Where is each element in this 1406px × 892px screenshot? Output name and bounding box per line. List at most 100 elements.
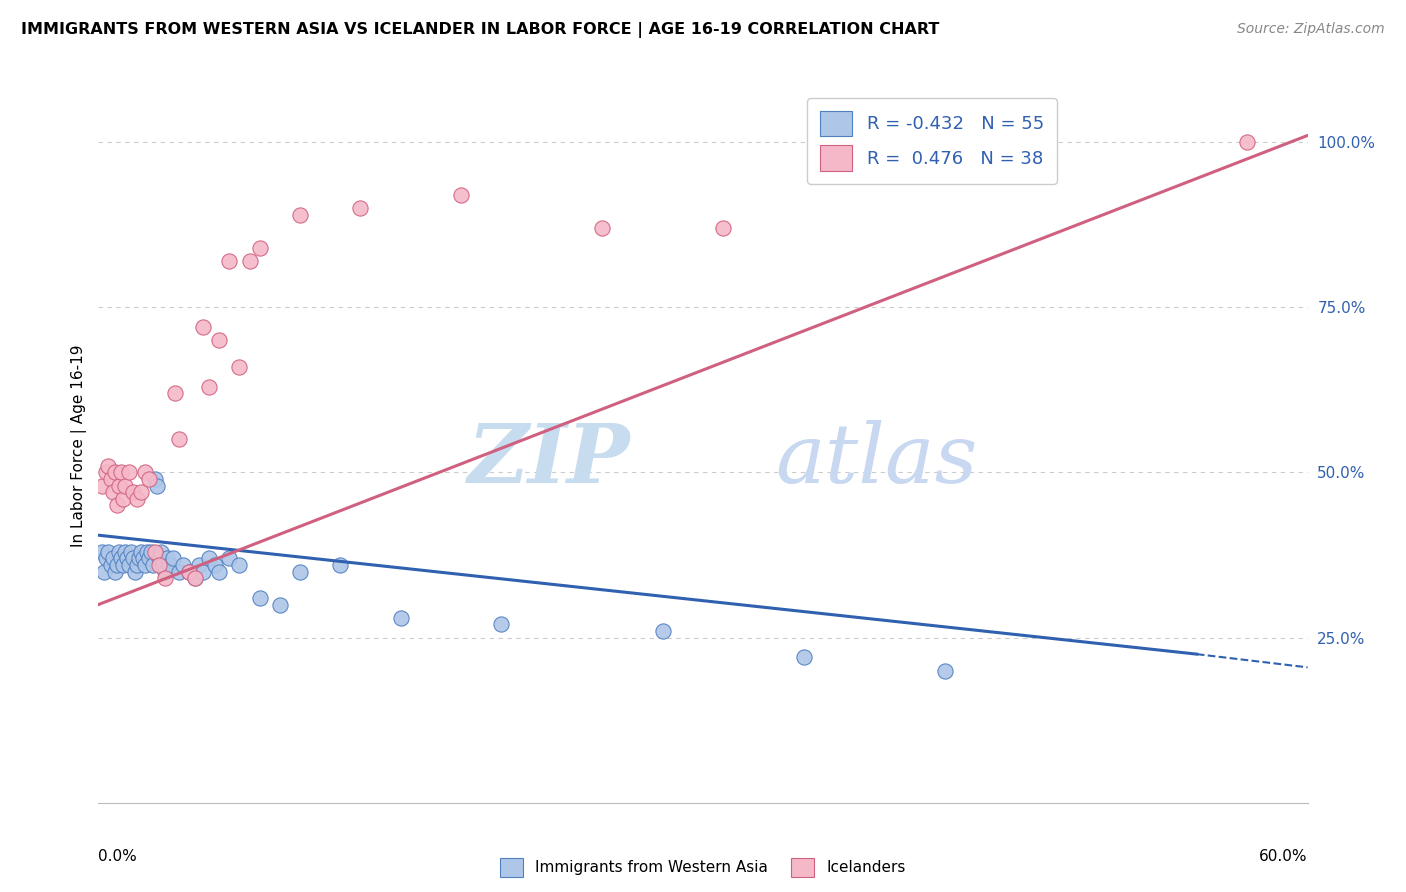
- Point: [118, 558, 141, 572]
- Point: [793, 650, 815, 665]
- Point: [118, 466, 141, 480]
- Point: [208, 565, 231, 579]
- Point: [152, 558, 174, 572]
- Text: IMMIGRANTS FROM WESTERN ASIA VS ICELANDER IN LABOR FORCE | AGE 16-19 CORRELATION: IMMIGRANTS FROM WESTERN ASIA VS ICELANDE…: [21, 22, 939, 38]
- Text: ZIP: ZIP: [468, 420, 630, 500]
- Point: [138, 551, 160, 566]
- Point: [111, 558, 134, 572]
- Point: [162, 551, 184, 566]
- Point: [163, 386, 186, 401]
- Point: [103, 565, 125, 579]
- Point: [249, 591, 271, 605]
- Text: Source: ZipAtlas.com: Source: ZipAtlas.com: [1237, 22, 1385, 37]
- Point: [146, 478, 169, 492]
- Point: [128, 551, 150, 566]
- Point: [329, 558, 352, 572]
- Point: [651, 624, 673, 638]
- Point: [591, 221, 613, 235]
- Text: 60.0%: 60.0%: [1260, 849, 1308, 864]
- Point: [115, 551, 138, 566]
- Point: [97, 545, 120, 559]
- Point: [157, 558, 180, 572]
- Point: [167, 565, 190, 579]
- Point: [389, 611, 412, 625]
- Text: 0.0%: 0.0%: [98, 849, 138, 864]
- Point: [138, 472, 160, 486]
- Point: [91, 545, 114, 559]
- Point: [114, 478, 136, 492]
- Point: [100, 472, 122, 486]
- Point: [129, 485, 152, 500]
- Point: [184, 571, 207, 585]
- Point: [105, 499, 128, 513]
- Point: [934, 664, 956, 678]
- Point: [156, 551, 179, 566]
- Point: [491, 617, 513, 632]
- Point: [101, 485, 124, 500]
- Point: [288, 565, 311, 579]
- Point: [111, 491, 134, 506]
- Point: [148, 558, 170, 572]
- Point: [179, 565, 201, 579]
- Point: [114, 545, 136, 559]
- Point: [149, 545, 172, 559]
- Point: [125, 558, 148, 572]
- Point: [139, 545, 162, 559]
- Point: [269, 598, 291, 612]
- Point: [228, 359, 250, 374]
- Text: atlas: atlas: [776, 420, 979, 500]
- Point: [105, 558, 128, 572]
- Point: [135, 545, 157, 559]
- Point: [208, 333, 231, 347]
- Point: [193, 565, 215, 579]
- Legend: R = -0.432   N = 55, R =  0.476   N = 38: R = -0.432 N = 55, R = 0.476 N = 38: [807, 98, 1057, 184]
- Point: [110, 551, 132, 566]
- Point: [450, 188, 472, 202]
- Point: [218, 254, 240, 268]
- Point: [349, 201, 371, 215]
- Point: [110, 466, 132, 480]
- Point: [96, 551, 118, 566]
- Point: [100, 558, 122, 572]
- Legend: Immigrants from Western Asia, Icelanders: Immigrants from Western Asia, Icelanders: [492, 850, 914, 884]
- Point: [184, 571, 207, 585]
- Point: [120, 545, 142, 559]
- Point: [125, 491, 148, 506]
- Point: [91, 478, 114, 492]
- Point: [288, 208, 311, 222]
- Point: [1236, 135, 1258, 149]
- Point: [121, 485, 143, 500]
- Point: [97, 458, 120, 473]
- Point: [132, 551, 155, 566]
- Point: [101, 551, 124, 566]
- Point: [934, 168, 956, 182]
- Point: [142, 558, 165, 572]
- Point: [249, 241, 271, 255]
- Point: [153, 565, 176, 579]
- Point: [204, 558, 226, 572]
- Point: [93, 565, 115, 579]
- Point: [134, 558, 156, 572]
- Point: [103, 466, 125, 480]
- Point: [124, 565, 146, 579]
- Point: [107, 478, 129, 492]
- Point: [179, 565, 201, 579]
- Y-axis label: In Labor Force | Age 16-19: In Labor Force | Age 16-19: [72, 344, 87, 548]
- Point: [143, 472, 166, 486]
- Point: [198, 379, 221, 393]
- Point: [193, 320, 215, 334]
- Point: [198, 551, 221, 566]
- Point: [239, 254, 262, 268]
- Point: [129, 545, 152, 559]
- Point: [107, 545, 129, 559]
- Point: [711, 221, 734, 235]
- Point: [143, 545, 166, 559]
- Point: [134, 466, 156, 480]
- Point: [96, 466, 118, 480]
- Point: [228, 558, 250, 572]
- Point: [172, 558, 194, 572]
- Point: [153, 571, 176, 585]
- Point: [188, 558, 211, 572]
- Point: [218, 551, 240, 566]
- Point: [148, 551, 170, 566]
